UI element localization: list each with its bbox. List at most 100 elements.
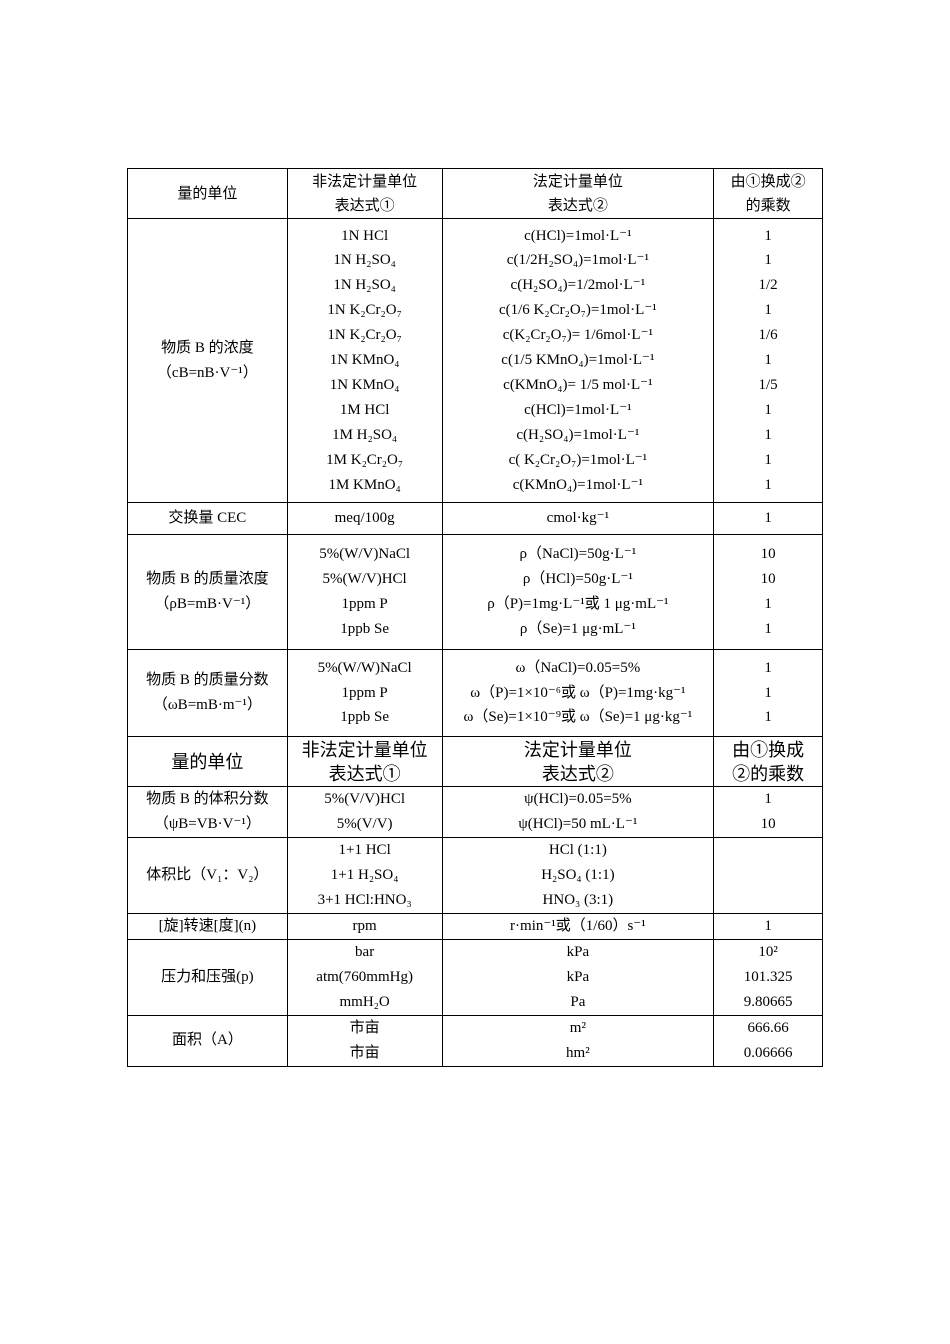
quantity-unit-cell: 量的单位: [127, 736, 288, 787]
non-legal-unit-text: 5%(V/V): [336, 816, 393, 832]
quantity-unit-text: （ψB=VB·V⁻¹）: [153, 816, 261, 832]
quantity-unit-cell: 量的单位: [127, 168, 288, 219]
non-legal-unit-text: 1N K₂Cr₂O₇: [327, 327, 402, 344]
multiplier-text: 9.80665: [743, 993, 793, 1010]
table-row: 压力和压强(p) bar atm(760mmHg) mmH₂O kPa kPa Pa 10² 1…: [127, 938, 823, 1016]
non-legal-unit-cell: 非法定计量单位 表达式①: [286, 168, 443, 219]
legal-unit-text: HCl (1:1): [548, 842, 607, 858]
unit-conversion-table: 量的单位 非法定计量单位 表达式① 法定计量单位 表达式② 由①换成② 的乘数 物质 B 的浓…: [127, 168, 823, 1067]
table-row: 物质 B 的质量浓度 （ρB=mB·V⁻¹） 5%(W/V)NaCl 5%(W/V)H…: [127, 534, 823, 650]
legal-unit-text: HNO₃ (3:1): [542, 891, 614, 908]
quantity-unit-text: 物质 B 的体积分数: [146, 791, 269, 808]
non-legal-unit-text: 非法定计量单位: [301, 739, 428, 760]
legal-unit-text: ω（Se)=1×10⁻⁹或 ω（Se)=1 μg·kg⁻¹: [463, 709, 693, 726]
non-legal-unit-text: 1N H₂SO₄: [333, 252, 396, 269]
legal-unit-text: c(H₂SO₄)=1mol·L⁻¹: [516, 426, 640, 443]
quantity-unit-text: 量的单位: [171, 751, 244, 772]
table-row: 物质 B 的体积分数 （ψB=VB·V⁻¹） 5%(V/V)HCl 5%(V/V) ψ(…: [127, 786, 823, 838]
multiplier-text: 由①换成: [732, 739, 805, 760]
non-legal-unit-text: 表达式①: [334, 197, 395, 214]
multiplier-cell: 666.66 0.06666: [713, 1014, 823, 1067]
table-row: 物质 B 的质量分数 （ωB=mB·m⁻¹） 5%(W/W)NaCl 1ppm P 1p…: [127, 649, 823, 737]
legal-unit-text: r·min⁻¹或（1/60）s⁻¹: [510, 917, 646, 934]
table-row: 体积比（V₁：V₂） 1+1 HCl 1+1 H₂SO₄ 3+1 HCl:HNO₃ HC…: [127, 837, 823, 914]
multiplier-cell: [713, 837, 823, 914]
multiplier-text: 1: [764, 451, 772, 468]
legal-unit-text: c(1/5 KMnO₄)=1mol·L⁻¹: [501, 352, 655, 369]
legal-unit-text: 表达式②: [541, 763, 614, 784]
multiplier-text: 1: [764, 510, 772, 527]
non-legal-unit-cell: 5%(V/V)HCl 5%(V/V): [286, 786, 443, 838]
legal-unit-cell: ρ（NaCl)=50g·L⁻¹ ρ（HCl)=50g·L⁻¹ ρ（P)=1mg·L⁻…: [441, 534, 715, 650]
multiplier-text: 1: [764, 302, 772, 319]
legal-unit-text: ω（NaCl)=0.05=5%: [515, 659, 641, 676]
non-legal-unit-text: 表达式①: [328, 763, 401, 784]
multiplier-text: 由①换成②: [730, 173, 806, 190]
non-legal-unit-text: 1+1 H₂SO₄: [330, 866, 399, 883]
quantity-unit-cell: 物质 B 的浓度 （cB=nB·V⁻¹）: [127, 218, 288, 503]
legal-unit-cell: HCl (1:1) H₂SO₄ (1:1) HNO₃ (3:1): [441, 837, 715, 914]
legal-unit-text: c(H₂SO₄)=1/2mol·L⁻¹: [510, 277, 646, 294]
non-legal-unit-text: 1N KMnO₄: [329, 352, 400, 369]
table-row: 面积（A） 市亩 市亩 m² hm² 666.66 0.06666: [127, 1014, 823, 1067]
multiplier-text: 1: [764, 620, 772, 637]
multiplier-cell: 10² 101.325 9.80665: [713, 938, 823, 1016]
multiplier-text: 1: [764, 659, 772, 676]
quantity-unit-cell: 压力和压强(p): [127, 938, 288, 1016]
multiplier-text: 10: [760, 546, 776, 563]
legal-unit-text: m²: [569, 1019, 586, 1036]
quantity-unit-text: 物质 B 的质量分数: [146, 672, 269, 689]
legal-unit-text: ρ（P)=1mg·L⁻¹或 1 μg·mL⁻¹: [487, 596, 669, 612]
multiplier-text: 1: [764, 684, 772, 701]
legal-unit-text: ψ(HCl)=0.05=5%: [524, 791, 632, 808]
non-legal-unit-cell: 1+1 HCl 1+1 H₂SO₄ 3+1 HCl:HNO₃: [286, 837, 443, 914]
multiplier-cell: 10 10 1 1: [713, 534, 823, 650]
legal-unit-text: hm²: [566, 1044, 590, 1061]
legal-unit-text: ψ(HCl)=50 mL·L⁻¹: [518, 816, 638, 832]
non-legal-unit-text: 1M KMnO₄: [328, 476, 401, 493]
quantity-unit-text: 物质 B 的质量浓度: [146, 571, 269, 588]
legal-unit-cell: kPa kPa Pa: [441, 938, 715, 1016]
legal-unit-cell: c(HCl)=1mol·L⁻¹ c(1/2H₂SO₄)=1mol·L⁻¹ c(H₂S…: [441, 218, 715, 503]
non-legal-unit-text: 5%(V/V)HCl: [324, 791, 406, 808]
quantity-unit-cell: 物质 B 的质量分数 （ωB=mB·m⁻¹）: [127, 649, 288, 737]
legal-unit-cell: r·min⁻¹或（1/60）s⁻¹: [441, 912, 715, 940]
non-legal-unit-cell: rpm: [286, 912, 443, 940]
multiplier-text: 10: [760, 571, 776, 588]
non-legal-unit-cell: 市亩 市亩: [286, 1014, 443, 1067]
non-legal-unit-cell: 5%(W/V)NaCl 5%(W/V)HCl 1ppm P 1ppb Se: [286, 534, 443, 650]
non-legal-unit-text: 1M HCl: [339, 401, 390, 418]
multiplier-cell: 1 1 1/2 1 1/6 1 1/5 1 1 1 1: [713, 218, 823, 503]
non-legal-unit-text: 5%(W/V)HCl: [322, 571, 407, 588]
non-legal-unit-cell: bar atm(760mmHg) mmH₂O: [286, 938, 443, 1016]
non-legal-unit-text: 1ppb Se: [340, 709, 389, 726]
legal-unit-cell: ψ(HCl)=0.05=5% ψ(HCl)=50 mL·L⁻¹: [441, 786, 715, 838]
multiplier-cell: 1 10: [713, 786, 823, 838]
legal-unit-text: c(KMnO₄)= 1/5 mol·L⁻¹: [503, 376, 653, 393]
multiplier-text: 1/5: [758, 376, 778, 393]
non-legal-unit-text: rpm: [352, 917, 377, 934]
quantity-unit-text: 压力和压强(p): [161, 968, 254, 985]
quantity-unit-text: （ρB=mB·V⁻¹）: [154, 596, 261, 612]
quantity-unit-text: （cB=nB·V⁻¹）: [156, 364, 258, 381]
legal-unit-text: cmol·kg⁻¹: [546, 510, 610, 527]
legal-unit-text: 表达式②: [547, 197, 608, 214]
multiplier-text: 1: [764, 227, 772, 244]
non-legal-unit-text: 1N K₂Cr₂O₇: [327, 302, 402, 319]
multiplier-text: 1: [764, 791, 772, 808]
non-legal-unit-text: 5%(W/V)NaCl: [319, 546, 411, 563]
legal-unit-text: c( K₂Cr₂O₇)=1mol·L⁻¹: [508, 451, 648, 468]
legal-unit-text: 法定计量单位: [532, 173, 623, 190]
quantity-unit-cell: 交换量 CEC: [127, 502, 288, 535]
quantity-unit-text: 体积比（V₁：V₂）: [146, 866, 269, 883]
non-legal-unit-cell: meq/100g: [286, 502, 443, 535]
quantity-unit-text: 量的单位: [177, 185, 238, 202]
multiplier-text: 1/2: [758, 277, 778, 294]
legal-unit-text: c(KMnO₄)=1mol·L⁻¹: [512, 476, 643, 493]
legal-unit-text: H₂SO₄ (1:1): [541, 866, 615, 883]
non-legal-unit-text: meq/100g: [334, 510, 395, 527]
legal-unit-cell: cmol·kg⁻¹: [441, 502, 715, 535]
